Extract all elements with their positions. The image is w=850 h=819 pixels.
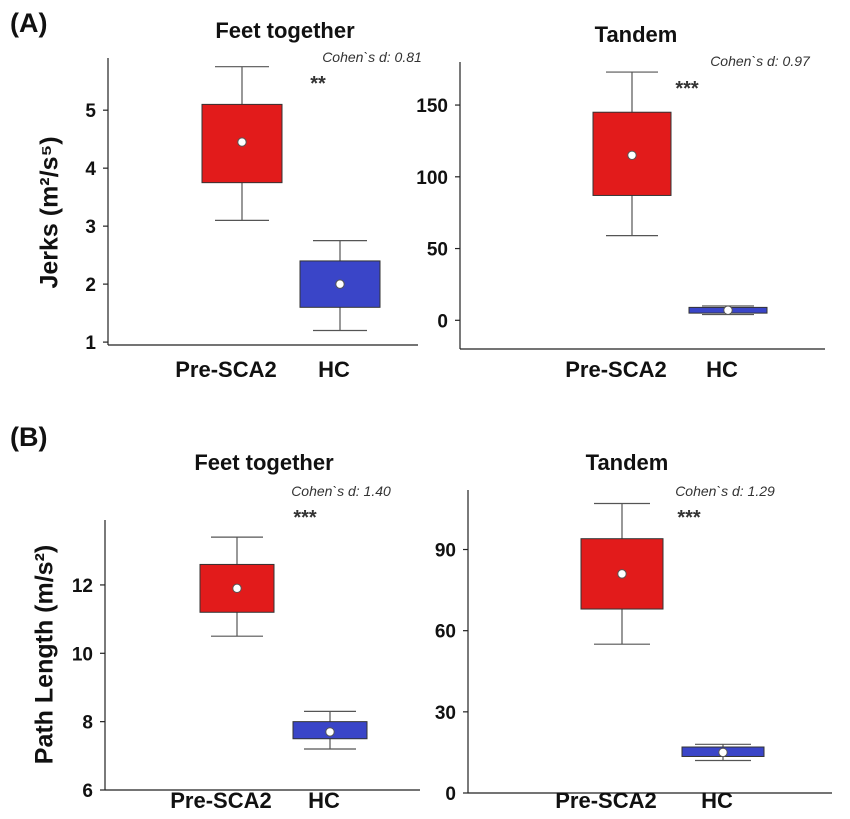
panel-2-effect-size-label: Cohen`s d: 0.97 <box>710 53 811 69</box>
panel-3-effect-size-label: Cohen`s d: 1.40 <box>291 483 391 499</box>
panel-1-effect-size-label: Cohen`s d: 0.81 <box>322 49 422 65</box>
panel-4-y-tick-label: 60 <box>435 622 456 643</box>
panel-3-category-label-pre-sca2: Pre-SCA2 <box>170 788 271 813</box>
panel-3-box-hc-median-marker <box>325 727 335 737</box>
panel-4-box-pre-sca2-median-marker <box>617 569 627 579</box>
panel-1-category-label-pre-sca2: Pre-SCA2 <box>175 357 276 382</box>
panel-label-a: (A) <box>10 8 48 38</box>
panel-1-y-tick-label: 4 <box>85 159 96 180</box>
panel-3-y-tick-label: 8 <box>82 713 93 734</box>
panel-3-box-pre-sca2-median-marker <box>232 583 242 594</box>
panel-4-y-tick-label: 30 <box>435 703 456 724</box>
panel-2-y-tick-label: 150 <box>416 96 448 117</box>
panel-2-significance-stars: *** <box>675 78 699 100</box>
panel-label-b: (B) <box>10 422 48 452</box>
panel-1-box-hc-median-marker <box>335 279 345 289</box>
panel-2-y-tick-label: 50 <box>427 240 448 261</box>
panel-3-y-tick-label: 6 <box>82 781 93 802</box>
panel-1-box-pre-sca2-median-marker <box>237 137 247 147</box>
panel-2-y-tick-label: 100 <box>416 168 448 189</box>
panel-4-significance-stars: *** <box>677 507 701 529</box>
panel-4-y-tick-label: 90 <box>435 541 456 562</box>
panel-2-title: Tandem <box>595 22 678 47</box>
panel-2-box-pre-sca2-median-marker <box>627 150 637 160</box>
panel-2-category-label-pre-sca2: Pre-SCA2 <box>565 357 666 382</box>
panel-4-y-tick-label: 0 <box>445 784 456 805</box>
panel-1-category-label-hc: HC <box>318 357 350 382</box>
panel-4-box-hc-median-marker <box>718 747 728 758</box>
panel-4-category-label-hc: HC <box>701 788 733 813</box>
panel-2-category-label-hc: HC <box>706 357 738 382</box>
panel-3-category-label-hc: HC <box>308 788 340 813</box>
panel-1-y-tick-label: 2 <box>85 275 96 296</box>
panel-4-category-label-pre-sca2: Pre-SCA2 <box>555 788 656 813</box>
panel-4-effect-size-label: Cohen`s d: 1.29 <box>675 483 775 499</box>
panel-1-y-tick-label: 5 <box>85 101 96 122</box>
panel-2-box-hc-median-marker <box>723 305 733 315</box>
panel-4-title: Tandem <box>586 450 669 475</box>
panel-1-y-tick-label: 1 <box>85 333 96 354</box>
panel-1-significance-stars: ** <box>310 73 326 95</box>
panel-3-title: Feet together <box>194 450 334 475</box>
panel-1-title: Feet together <box>215 18 355 43</box>
panel-3-y-tick-label: 12 <box>72 576 93 597</box>
panel-2-y-tick-label: 0 <box>437 311 448 332</box>
panel-1-y-tick-label: 3 <box>85 217 96 238</box>
panel-3-y-tick-label: 10 <box>72 644 93 665</box>
panel-3-significance-stars: *** <box>293 507 317 529</box>
